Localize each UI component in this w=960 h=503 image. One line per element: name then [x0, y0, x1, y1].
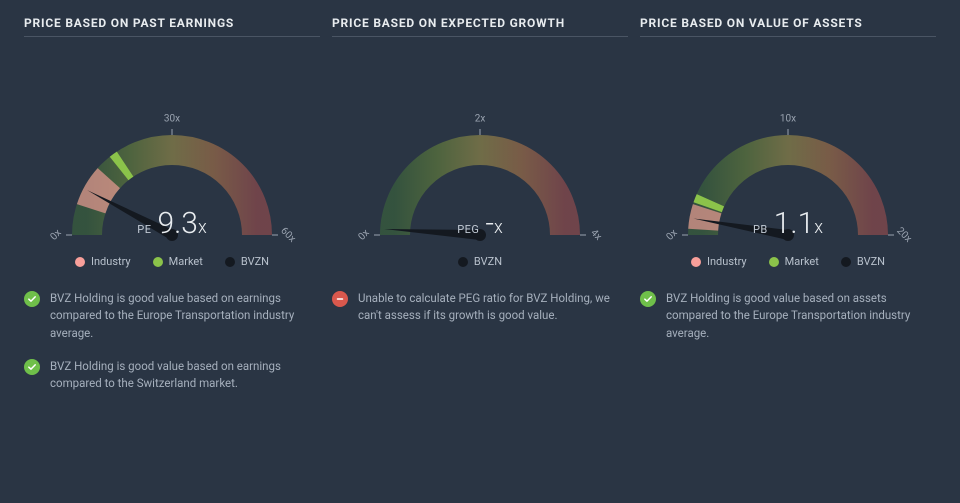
metric-value: - [485, 206, 494, 241]
note-text: Unable to calculate PEG ratio for BVZ Ho… [358, 290, 628, 325]
notes-list: Unable to calculate PEG ratio for BVZ Ho… [332, 290, 628, 325]
check-circle-icon [24, 291, 40, 307]
metric-label: PB [753, 223, 768, 236]
note-text: BVZ Holding is good value based on earni… [50, 290, 320, 342]
legend-item: Market [153, 255, 203, 268]
legend-dot-icon [75, 257, 85, 267]
legend-label: Market [169, 255, 203, 268]
legend: Industry Market BVZN [640, 255, 936, 268]
legend: Industry Market BVZN [24, 255, 320, 268]
panel-title: PRICE BASED ON PAST EARNINGS [24, 16, 320, 30]
legend-dot-icon [841, 257, 851, 267]
gauge-value-row: PB 1.1x [640, 206, 936, 241]
divider [332, 36, 628, 37]
legend-dot-icon [225, 257, 235, 267]
legend-label: BVZN [474, 255, 502, 268]
legend-label: BVZN [857, 255, 885, 268]
minus-circle-icon [332, 291, 348, 307]
valuation-panel: PRICE BASED ON EXPECTED GROWTH0x2x4xPEG-… [332, 16, 628, 392]
note-text: BVZ Holding is good value based on earni… [50, 358, 320, 393]
metric-label: PEG [457, 223, 479, 236]
note-item: BVZ Holding is good value based on asset… [640, 290, 936, 342]
check-circle-icon [640, 291, 656, 307]
legend: BVZN [332, 255, 628, 268]
notes-list: BVZ Holding is good value based on earni… [24, 290, 320, 392]
gauge-wrap: 0x2x4xPEG-x [332, 65, 628, 245]
valuation-panel: PRICE BASED ON VALUE OF ASSETS0x10x20xPB… [640, 16, 936, 392]
legend-dot-icon [769, 257, 779, 267]
panel-title: PRICE BASED ON VALUE OF ASSETS [640, 16, 936, 30]
metric-suffix: x [494, 217, 503, 238]
note-text: BVZ Holding is good value based on asset… [666, 290, 936, 342]
notes-list: BVZ Holding is good value based on asset… [640, 290, 936, 342]
legend-item: BVZN [841, 255, 885, 268]
valuation-panel: PRICE BASED ON PAST EARNINGS0x30x60xPE9.… [24, 16, 320, 392]
metric-suffix: x [198, 217, 207, 238]
metric-label: PE [137, 223, 151, 236]
metric-value: 1.1 [774, 206, 814, 241]
check-circle-icon [24, 359, 40, 375]
gauge-value-row: PE 9.3x [24, 206, 320, 241]
panel-title: PRICE BASED ON EXPECTED GROWTH [332, 16, 628, 30]
legend-item: BVZN [458, 255, 502, 268]
divider [640, 36, 936, 37]
legend-label: Market [785, 255, 819, 268]
legend-dot-icon [153, 257, 163, 267]
legend-item: BVZN [225, 255, 269, 268]
legend-dot-icon [458, 257, 468, 267]
legend-item: Market [769, 255, 819, 268]
note-item: BVZ Holding is good value based on earni… [24, 290, 320, 342]
gauge-wrap: 0x10x20xPB1.1x [640, 65, 936, 245]
legend-label: Industry [91, 255, 131, 268]
metric-value: 9.3 [157, 206, 197, 241]
legend-item: Industry [691, 255, 747, 268]
svg-text:10x: 10x [780, 114, 796, 125]
svg-text:2x: 2x [475, 114, 486, 125]
legend-dot-icon [691, 257, 701, 267]
gauge-value-row: PEG-x [332, 206, 628, 241]
gauge-wrap: 0x30x60xPE9.3x [24, 65, 320, 245]
note-item: BVZ Holding is good value based on earni… [24, 358, 320, 393]
divider [24, 36, 320, 37]
legend-label: BVZN [241, 255, 269, 268]
metric-suffix: x [814, 217, 823, 238]
legend-label: Industry [707, 255, 747, 268]
note-item: Unable to calculate PEG ratio for BVZ Ho… [332, 290, 628, 325]
legend-item: Industry [75, 255, 131, 268]
svg-text:30x: 30x [164, 114, 180, 125]
